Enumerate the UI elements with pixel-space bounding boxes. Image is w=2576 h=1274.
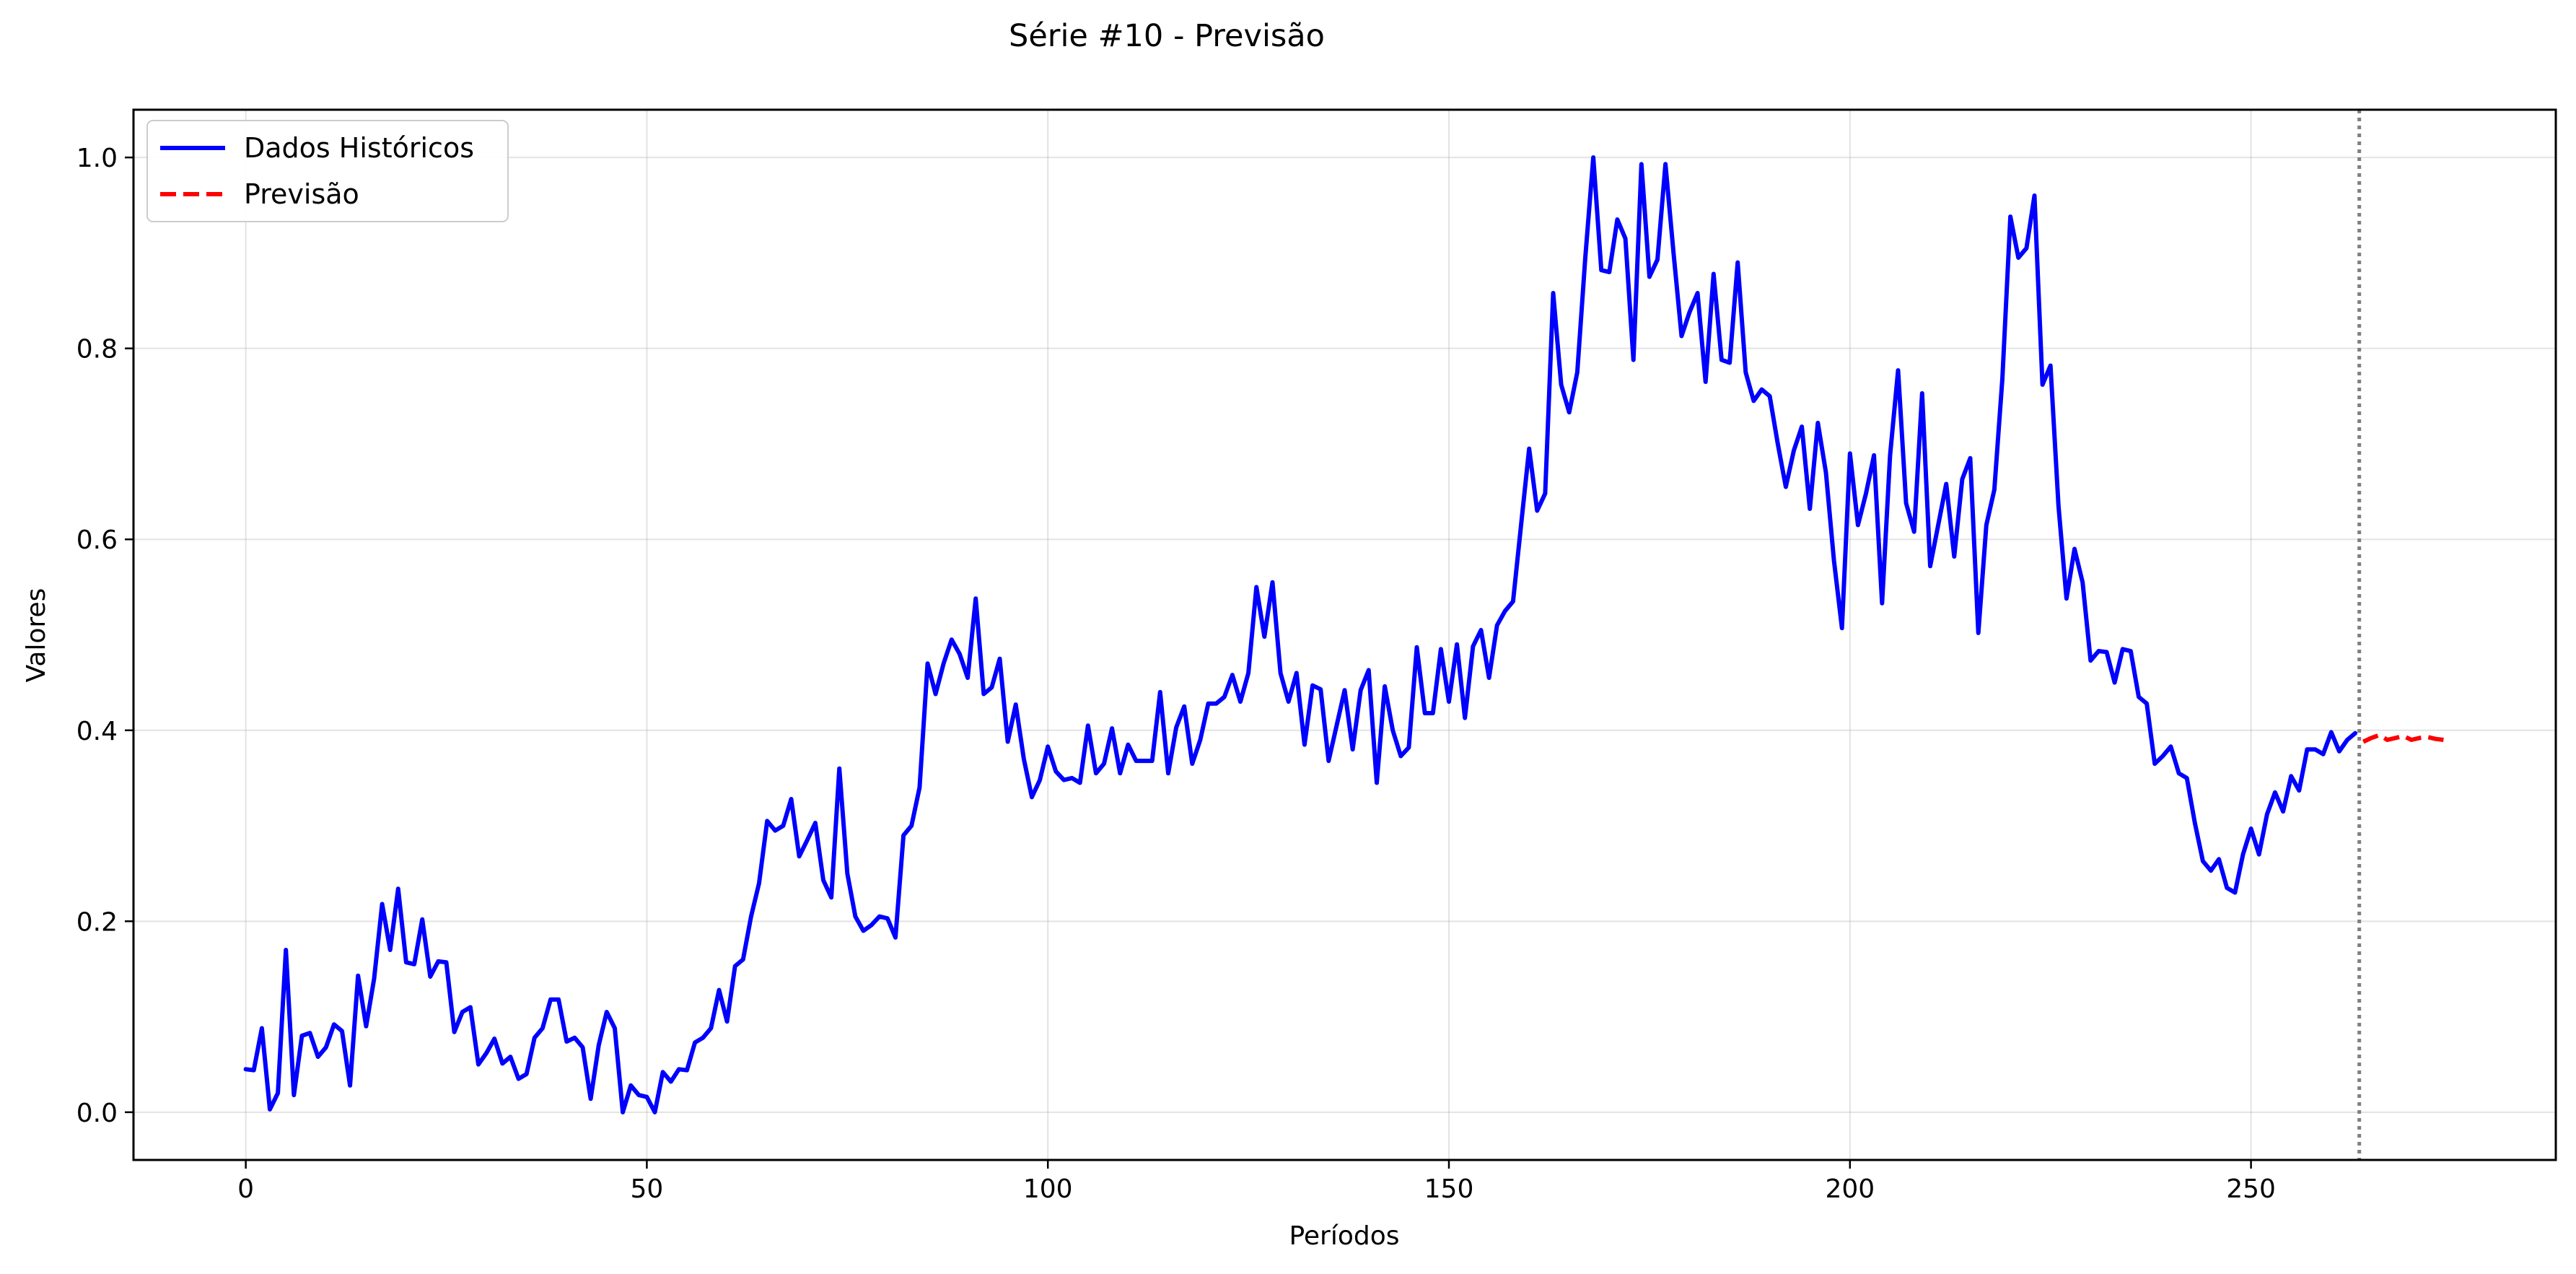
y-tick-label: 0.8 [76, 335, 118, 365]
legend-box [146, 120, 509, 222]
series-line-forecast [2362, 733, 2444, 744]
legend: Dados Históricos Previsão [146, 120, 509, 222]
plot-area [243, 110, 2444, 1160]
legend-label-forecast: Previsão [244, 178, 359, 210]
x-tick-label: 100 [1023, 1174, 1073, 1204]
y-axis-label: Valores [22, 588, 51, 683]
x-tick-label: 250 [2226, 1174, 2276, 1204]
legend-label-historical: Dados Históricos [244, 132, 474, 164]
x-axis-ticks: 0 50 100 150 200 250 [237, 1160, 2276, 1204]
y-axis-ticks: 0.0 0.2 0.4 0.6 0.8 1.0 [76, 144, 133, 1128]
series-line-historical [243, 155, 2358, 1114]
chart-title: Série #10 - Previsão [1009, 18, 1325, 54]
y-tick-label: 0.2 [76, 907, 118, 937]
y-tick-label: 0.6 [76, 525, 118, 555]
plot-frame [132, 108, 2557, 1161]
x-axis-label: Períodos [1289, 1221, 1399, 1251]
y-tick-label: 0.4 [76, 717, 118, 746]
y-tick-label: 0.0 [76, 1099, 118, 1128]
x-tick-label: 0 [237, 1174, 254, 1204]
x-tick-label: 150 [1424, 1174, 1474, 1204]
y-tick-label: 1.0 [76, 144, 118, 173]
x-tick-label: 200 [1825, 1174, 1875, 1204]
grid [133, 110, 2556, 1160]
x-tick-label: 50 [631, 1174, 664, 1204]
